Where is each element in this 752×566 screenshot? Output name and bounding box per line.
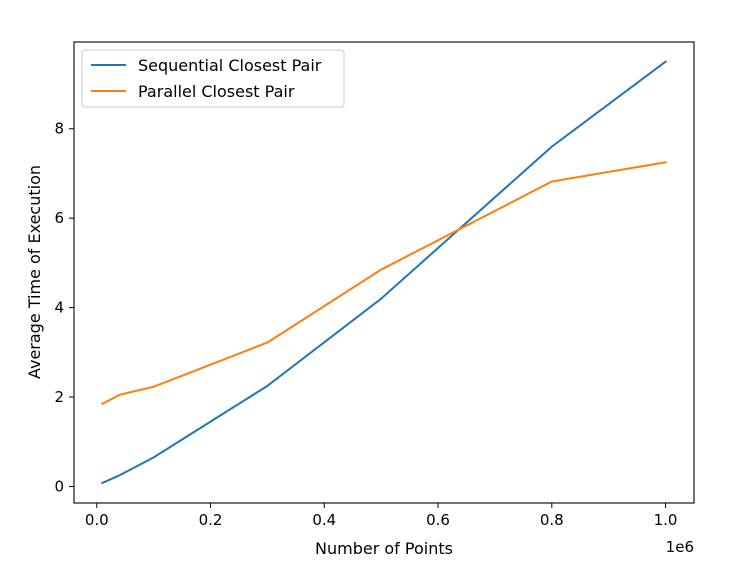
legend-label-parallel: Parallel Closest Pair bbox=[138, 82, 295, 101]
x-axis-offset-label: 1e6 bbox=[666, 538, 694, 556]
x-tick-label: 1.0 bbox=[654, 511, 678, 529]
x-tick-label: 0.8 bbox=[540, 511, 564, 529]
x-tick-label: 0.2 bbox=[199, 511, 223, 529]
x-tick-label: 0.0 bbox=[85, 511, 109, 529]
x-tick-label: 0.6 bbox=[426, 511, 450, 529]
legend: Sequential Closest Pair Parallel Closest… bbox=[81, 49, 345, 108]
series-line-0 bbox=[101, 60, 667, 485]
plot-area bbox=[74, 42, 694, 503]
series-layer bbox=[101, 60, 667, 485]
y-tick-label: 2 bbox=[54, 388, 64, 406]
series-line-1 bbox=[101, 161, 667, 406]
y-tick-label: 6 bbox=[54, 209, 64, 227]
y-tick-label: 0 bbox=[54, 477, 64, 495]
y-tick-label: 4 bbox=[54, 299, 64, 317]
x-axis-label: Number of Points bbox=[315, 539, 453, 558]
y-tick-label: 8 bbox=[54, 120, 64, 138]
y-axis-ticks: 0 2 4 6 8 bbox=[54, 120, 74, 495]
x-tick-label: 0.4 bbox=[312, 511, 336, 529]
x-axis-ticks: 0.0 0.2 0.4 0.6 0.8 1.0 bbox=[85, 503, 678, 529]
legend-box bbox=[81, 49, 345, 108]
y-axis-label: Average Time of Execution bbox=[25, 165, 44, 379]
legend-label-sequential: Sequential Closest Pair bbox=[138, 56, 322, 75]
plot-frame bbox=[73, 41, 695, 504]
